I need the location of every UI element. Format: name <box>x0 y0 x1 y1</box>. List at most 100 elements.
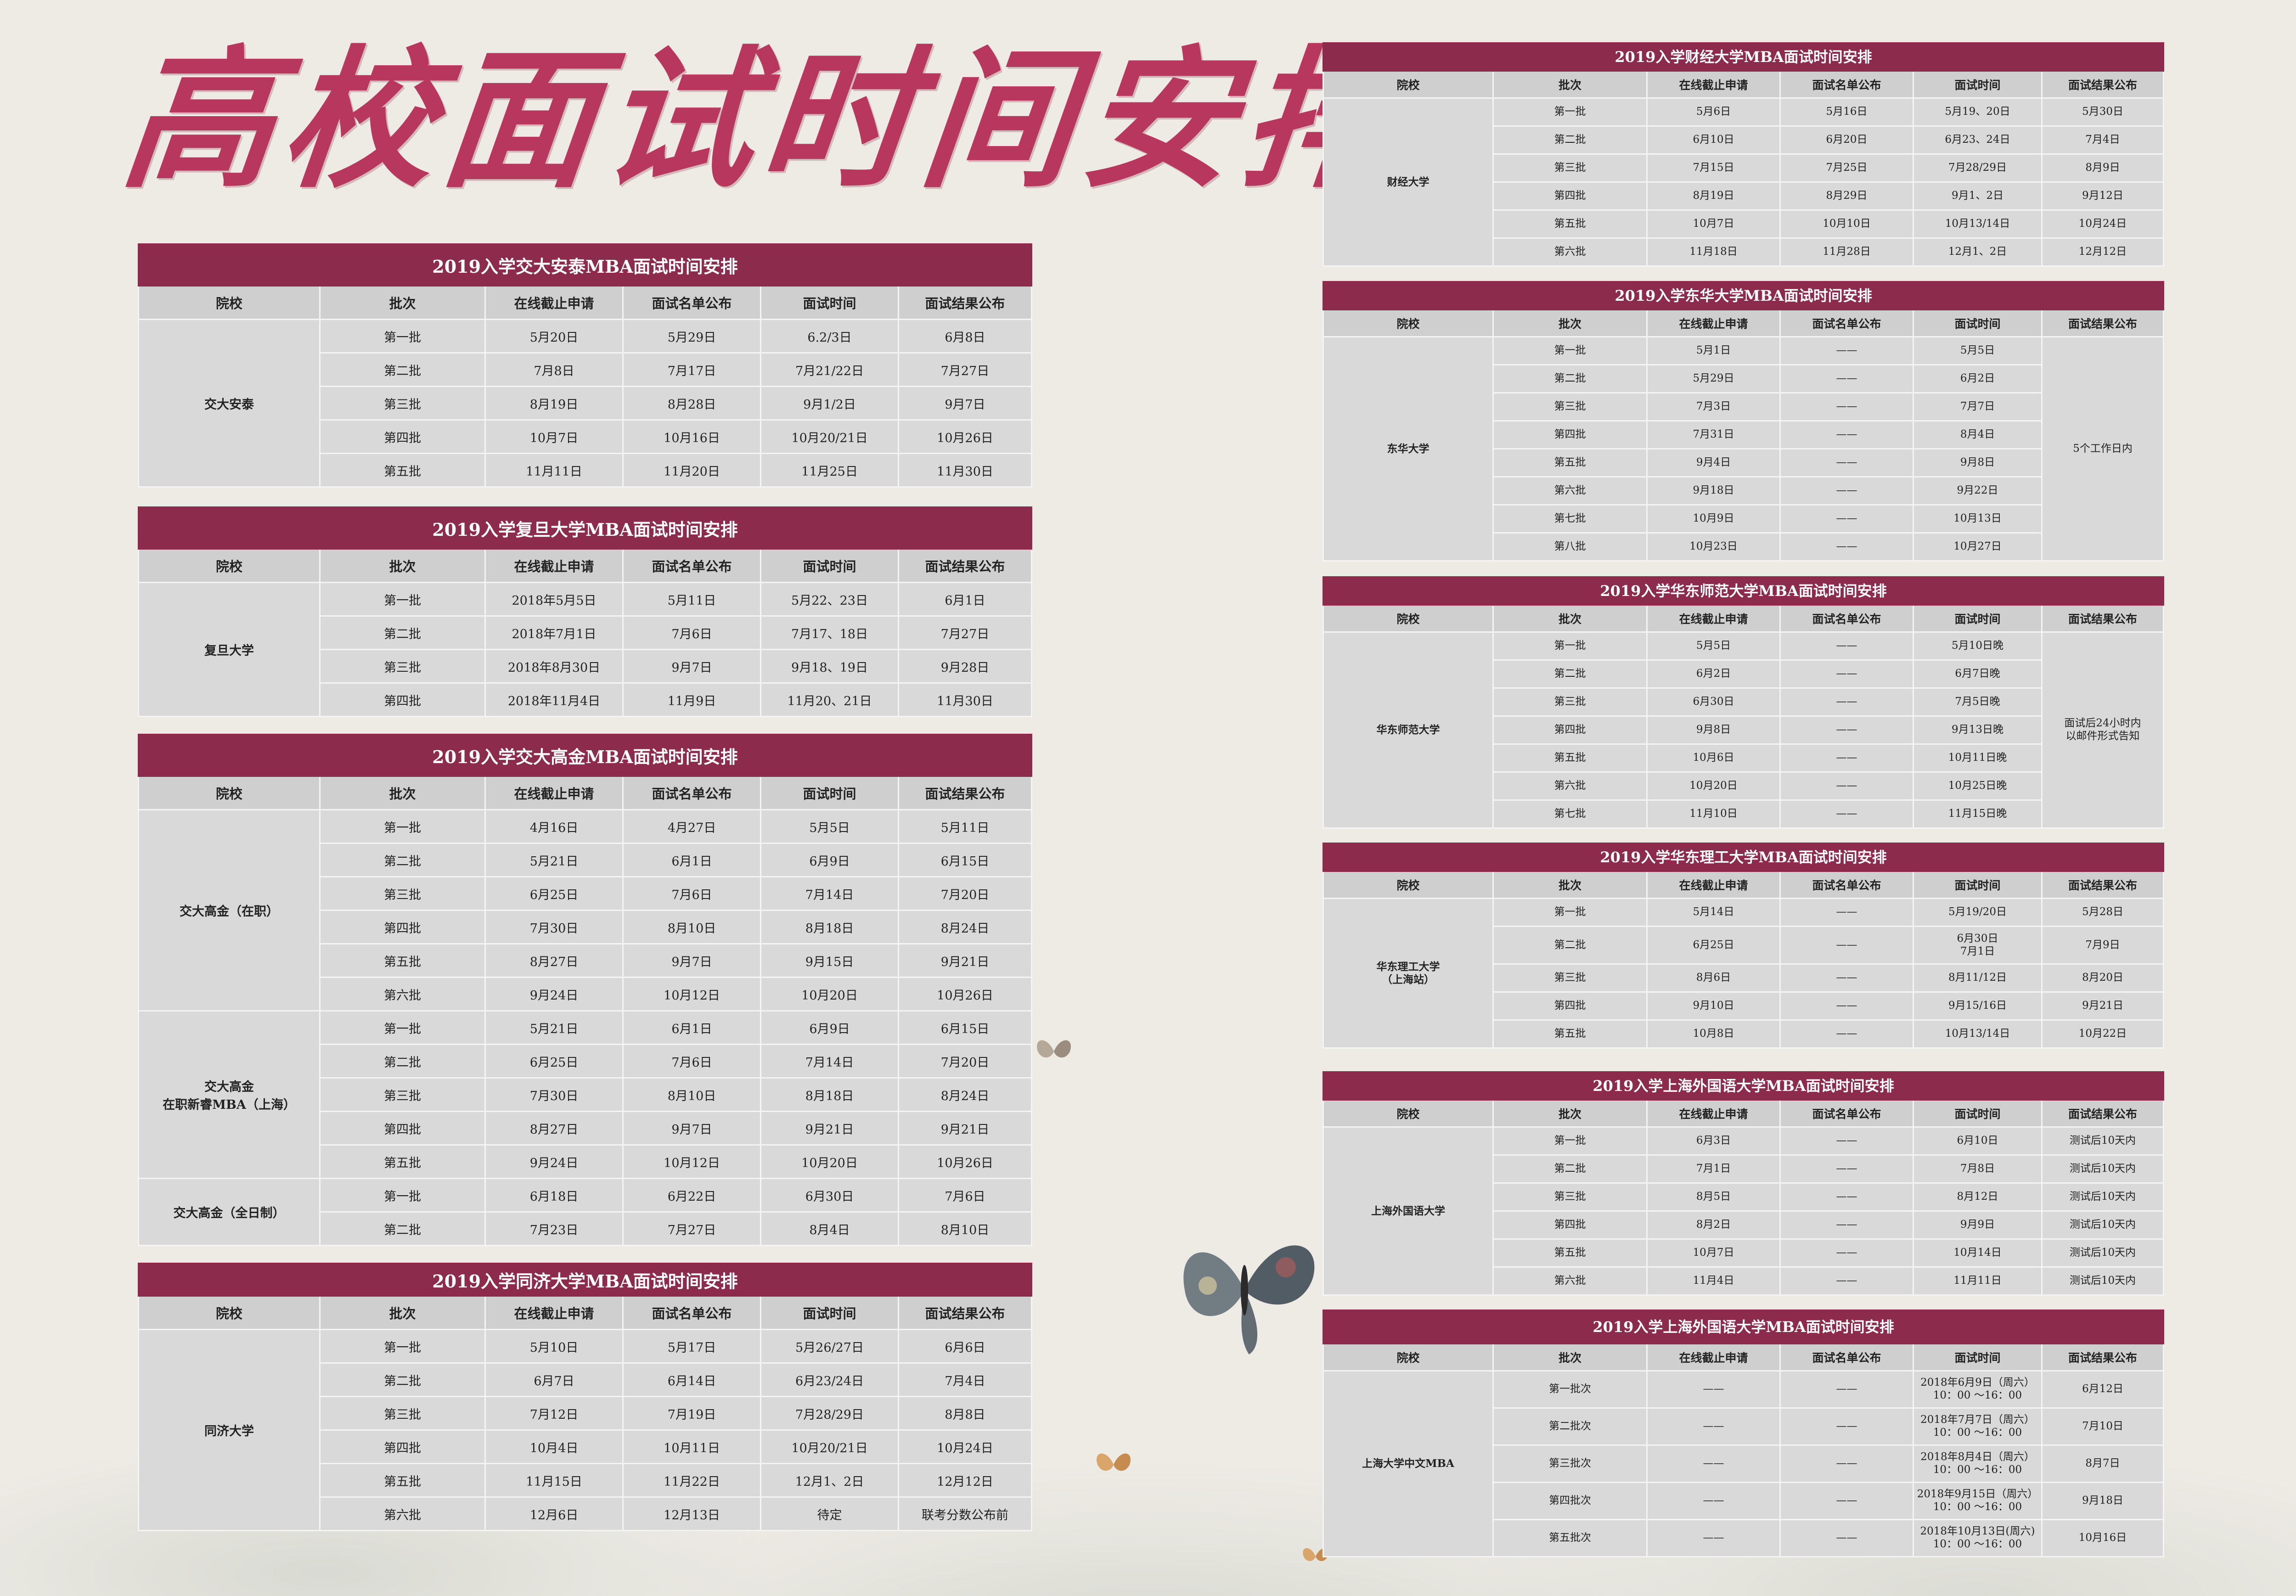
batch-cell: 第一批 <box>1492 336 1648 365</box>
list-cell: 8月10日 <box>622 910 761 944</box>
column-header: 面试结果公布 <box>897 776 1033 810</box>
batch-cell: 第三批 <box>1492 687 1648 717</box>
table-row: 第三批 8月6日 —— 8月11/12日 8月20日 <box>1323 963 2165 993</box>
interview-cell: 9月18、19日 <box>760 649 899 684</box>
batch-cell: 第三批 <box>319 876 486 911</box>
result-cell: 12月12日 <box>897 1463 1033 1498</box>
result-cell: 6月15日 <box>897 1010 1033 1045</box>
column-header: 在线截止申请 <box>484 548 624 583</box>
column-header: 院校 <box>1322 70 1494 99</box>
interview-cell: 10月13日 <box>1913 504 2043 534</box>
deadline-cell: 8月6日 <box>1646 963 1781 993</box>
batch-cell: 第四批 <box>319 910 486 944</box>
batch-cell: 第八批 <box>1492 532 1648 562</box>
batch-cell: 第五批 <box>319 1463 486 1498</box>
interview-cell: 9月21日 <box>760 1111 899 1146</box>
list-cell: 6月1日 <box>622 1010 761 1045</box>
interview-cell: 10月25日晚 <box>1913 771 2043 801</box>
list-cell: 7月19日 <box>622 1396 761 1431</box>
interview-cell: 8月18日 <box>760 1077 899 1112</box>
deadline-cell: 7月8日 <box>484 352 624 387</box>
result-cell: 7月27日 <box>897 615 1033 650</box>
butterfly-icon <box>1037 1040 1071 1058</box>
interview-cell: 6月23/24日 <box>760 1362 899 1397</box>
list-cell: 9月7日 <box>622 649 761 684</box>
deadline-cell: 5月6日 <box>1646 97 1781 127</box>
interview-cell: 11月15日晚 <box>1913 799 2043 829</box>
list-cell: 9月7日 <box>622 943 761 978</box>
interview-cell: 5月10日晚 <box>1913 631 2043 661</box>
interview-cell: 8月4日 <box>760 1211 899 1246</box>
result-cell: 面试后24小时内 以邮件形式告知 <box>2041 631 2165 829</box>
table-row: 第四批 8月27日 9月7日 9月21日 9月21日 <box>139 1111 1033 1146</box>
deadline-cell: 4月16日 <box>484 809 624 844</box>
list-cell: —— <box>1779 1519 1914 1557</box>
deadline-cell: 7月1日 <box>1646 1154 1781 1184</box>
column-header: 院校 <box>138 548 321 583</box>
table-row: 第六批 11月4日 —— 11月11日 测试后10天内 <box>1323 1266 2165 1296</box>
batch-cell: 第五批 <box>1492 209 1648 239</box>
result-cell: 7月9日 <box>2041 926 2165 965</box>
interview-cell: 2018年10月13日(周六) 10：00 ～16：00 <box>1913 1519 2043 1557</box>
list-cell: 4月27日 <box>622 809 761 844</box>
column-header: 在线截止申请 <box>484 285 624 320</box>
deadline-cell: 9月10日 <box>1646 991 1781 1021</box>
result-cell: 12月12日 <box>2041 237 2165 267</box>
list-cell: 7月17日 <box>622 352 761 387</box>
list-cell: 5月16日 <box>1779 97 1914 127</box>
deadline-cell: 10月9日 <box>1646 504 1781 534</box>
school-cell: 交大高金（全日制） <box>138 1178 321 1246</box>
result-cell: 9月21日 <box>2041 991 2165 1021</box>
deadline-cell: 8月19日 <box>1646 181 1781 211</box>
deadline-cell: 11月10日 <box>1646 799 1781 829</box>
list-cell: —— <box>1779 715 1914 745</box>
deadline-cell: 6月25日 <box>484 876 624 911</box>
result-cell: 10月26日 <box>897 419 1033 454</box>
interview-cell: 6月30日 7月1日 <box>1913 926 2043 965</box>
deadline-cell: 2018年11月4日 <box>484 682 624 717</box>
deadline-cell: 5月5日 <box>1646 631 1781 661</box>
column-header: 在线截止申请 <box>1646 604 1781 633</box>
school-cell: 财经大学 <box>1322 97 1494 267</box>
table-tongji: 2019入学同济大学MBA面试时间安排 院校 批次 在线截止申请 面试名单公布 … <box>137 1263 1033 1531</box>
deadline-cell: 5月21日 <box>484 1010 624 1045</box>
interview-cell: 2018年9月15日（周六） 10：00 ～16：00 <box>1913 1482 2043 1520</box>
table-row: 上海外国语大学 第一批 6月3日 —— 6月10日 测试后10天内 <box>1322 1126 2165 1296</box>
batch-cell: 第二批 <box>1492 364 1648 393</box>
result-cell: 6月1日 <box>897 582 1033 617</box>
column-header: 面试时间 <box>1913 309 2043 337</box>
table-row: 第三批 6月25日 7月6日 7月14日 7月20日 <box>139 876 1033 911</box>
column-header: 批次 <box>1492 1343 1648 1371</box>
result-cell: 测试后10天内 <box>2041 1154 2165 1184</box>
deadline-cell: 2018年8月30日 <box>484 649 624 684</box>
table-title: 2019入学交大高金MBA面试时间安排 <box>137 734 1033 777</box>
column-header: 批次 <box>319 1295 486 1330</box>
table-row: 第四批次 —— —— 2018年9月15日（周六） 10：00 ～16：00 9… <box>1323 1482 2165 1520</box>
interview-cell: 11月11日 <box>1913 1266 2043 1296</box>
interview-cell: 7月17、18日 <box>760 615 899 650</box>
interview-cell: 5月5日 <box>760 809 899 844</box>
batch-cell: 第二批 <box>319 1362 486 1397</box>
table-row: 第五批 9月24日 10月12日 10月20日 10月26日 <box>139 1144 1033 1179</box>
batch-cell: 第五批 <box>319 943 486 978</box>
interview-cell: 9月22日 <box>1913 476 2043 506</box>
result-cell: 5月11日 <box>897 809 1033 844</box>
result-cell: 7月20日 <box>897 1044 1033 1079</box>
deadline-cell: 10月8日 <box>1646 1019 1781 1049</box>
batch-cell: 第五批 <box>1492 448 1648 478</box>
interview-cell: 11月20、21日 <box>760 682 899 717</box>
deadline-cell: 5月29日 <box>1646 364 1781 393</box>
batch-cell: 第六批 <box>1492 1266 1648 1296</box>
column-header: 面试名单公布 <box>1779 871 1914 899</box>
deadline-cell: 10月6日 <box>1646 743 1781 773</box>
column-header: 面试名单公布 <box>1779 309 1914 337</box>
butterfly-icon <box>1097 1453 1131 1471</box>
deadline-cell: 5月21日 <box>484 843 624 877</box>
list-cell: —— <box>1779 504 1914 534</box>
column-header: 在线截止申请 <box>484 1295 624 1330</box>
table-row: 第五批 10月7日 —— 10月14日 测试后10天内 <box>1323 1238 2165 1268</box>
deadline-cell: 12月6日 <box>484 1496 624 1531</box>
list-cell: —— <box>1779 1126 1914 1156</box>
list-cell: —— <box>1779 1407 1914 1446</box>
table-title: 2019入学华东师范大学MBA面试时间安排 <box>1322 576 2165 606</box>
